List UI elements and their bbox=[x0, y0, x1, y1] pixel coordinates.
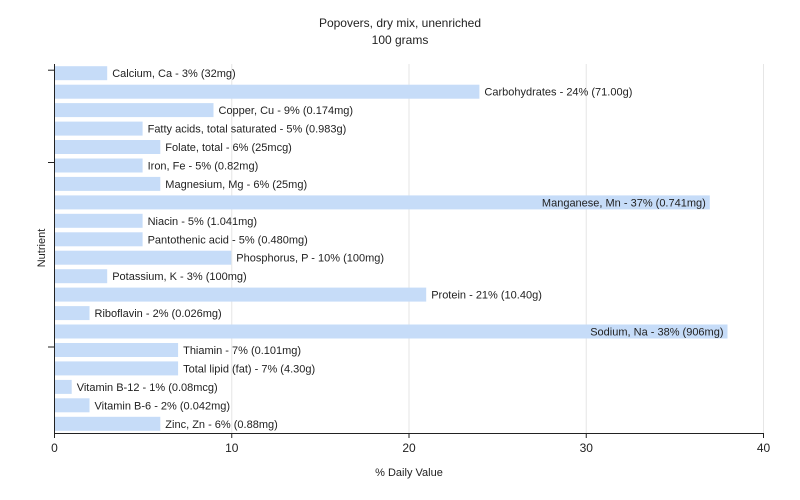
bar-4 bbox=[55, 140, 161, 154]
bar-17 bbox=[55, 379, 72, 394]
bar-label-4: Folate, total - 6% (25mcg) bbox=[165, 142, 292, 154]
x-tick-label-0: 0 bbox=[51, 441, 58, 455]
bars: Calcium, Ca - 3% (32mg) Carbohydrates - 2… bbox=[55, 66, 728, 431]
bar-8 bbox=[55, 213, 143, 228]
bar-11 bbox=[55, 269, 108, 284]
bar-label-14: Sodium, Na - 38% (906mg) bbox=[590, 327, 723, 339]
x-tick-label-1: 10 bbox=[225, 441, 239, 455]
axes: 0 10 20 30 40 bbox=[48, 64, 770, 455]
x-tick-label-3: 30 bbox=[580, 441, 594, 455]
bar-3 bbox=[55, 121, 143, 136]
bar-label-9: Pantothenic acid - 5% (0.480mg) bbox=[148, 234, 308, 246]
bar-label-18: Vitamin B-6 - 2% (0.042mg) bbox=[95, 400, 231, 412]
bar-15 bbox=[55, 343, 179, 357]
bar-1 bbox=[55, 84, 480, 99]
x-tick-label-4: 40 bbox=[757, 441, 771, 455]
x-axis-label: % Daily Value bbox=[375, 467, 443, 479]
bar-label-12: Protein - 21% (10.40g) bbox=[431, 290, 542, 302]
y-axis-label: Nutrient bbox=[36, 229, 48, 268]
bar-7 bbox=[55, 195, 710, 210]
bar-label-13: Riboflavin - 2% (0.026mg) bbox=[95, 308, 222, 320]
bar-label-3: Fatty acids, total saturated - 5% (0.983… bbox=[148, 124, 347, 136]
chart-subtitle: 100 grams bbox=[372, 33, 429, 47]
bar-label-5: Iron, Fe - 5% (0.82mg) bbox=[148, 161, 259, 173]
grid-lines bbox=[54, 64, 764, 433]
bar-label-6: Magnesium, Mg - 6% (25mg) bbox=[165, 179, 307, 191]
bar-12 bbox=[55, 287, 427, 302]
bar-5 bbox=[55, 158, 143, 173]
bar-13 bbox=[55, 306, 90, 321]
bar-14 bbox=[55, 324, 728, 339]
bar-label-8: Niacin - 5% (1.041mg) bbox=[148, 216, 257, 228]
bar-label-19: Zinc, Zn - 6% (0.88mg) bbox=[165, 419, 277, 431]
bar-18 bbox=[55, 398, 90, 413]
bar-label-7: Manganese, Mn - 37% (0.741mg) bbox=[542, 197, 706, 209]
bar-label-17: Vitamin B-12 - 1% (0.08mcg) bbox=[77, 382, 218, 394]
bar-16 bbox=[55, 361, 179, 376]
chart-title: Popovers, dry mix, unenriched bbox=[319, 16, 481, 30]
bar-2 bbox=[55, 103, 214, 118]
bar-label-2: Copper, Cu - 9% (0.174mg) bbox=[219, 105, 354, 117]
bar-6 bbox=[55, 176, 161, 191]
bar-label-15: Thiamin - 7% (0.101mg) bbox=[183, 345, 301, 357]
bar-label-16: Total lipid (fat) - 7% (4.30g) bbox=[183, 363, 315, 375]
bar-10 bbox=[55, 250, 232, 265]
bar-label-11: Potassium, K - 3% (100mg) bbox=[112, 271, 247, 283]
bar-19 bbox=[55, 416, 161, 431]
bar-label-1: Carbohydrates - 24% (71.00g) bbox=[484, 87, 632, 99]
bar-9 bbox=[55, 232, 143, 247]
bar-0 bbox=[55, 66, 108, 81]
x-tick-label-2: 20 bbox=[402, 441, 416, 455]
bar-label-10: Phosphorus, P - 10% (100mg) bbox=[236, 253, 384, 265]
bar-label-0: Calcium, Ca - 3% (32mg) bbox=[112, 68, 235, 80]
